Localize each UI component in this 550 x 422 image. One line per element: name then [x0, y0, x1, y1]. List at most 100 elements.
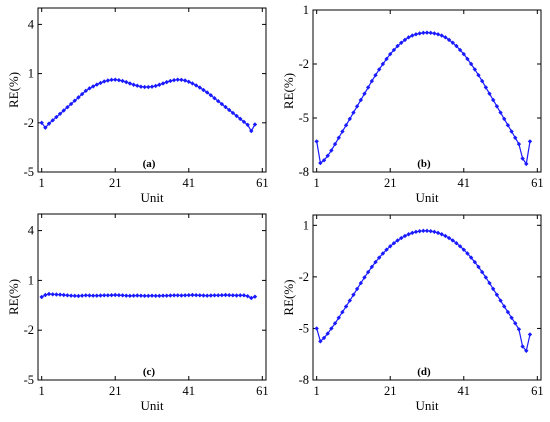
data-point-b-37	[446, 37, 452, 43]
y-axis-title-c: RE(%)	[6, 279, 21, 315]
panel-label-a: (a)	[143, 158, 156, 170]
data-point-d-17	[373, 259, 378, 265]
x-tick-label-b-21: 21	[384, 176, 397, 190]
data-point-c-37	[171, 293, 177, 298]
data-point-c-56	[241, 293, 247, 298]
y-tick-label-d-1: 1	[303, 218, 309, 232]
data-point-a-11	[76, 95, 81, 100]
data-point-d-38	[450, 238, 455, 243]
data-point-d-16	[369, 264, 375, 270]
data-point-a-44	[197, 85, 203, 90]
data-point-d-52	[502, 304, 507, 309]
data-point-d-3	[321, 335, 327, 341]
data-point-d-53	[505, 309, 511, 315]
x-axis-title-c: Unit	[140, 398, 164, 413]
data-point-c-51	[223, 292, 228, 298]
data-point-b-55	[513, 135, 518, 140]
data-point-c-16	[94, 293, 100, 298]
data-point-b-29	[417, 31, 422, 36]
y-tick-label-c-4: 4	[28, 224, 35, 238]
data-point-c-19	[105, 293, 111, 298]
x-axis-title-d: Unit	[415, 398, 439, 413]
data-point-d-31	[424, 228, 430, 234]
data-point-c-25	[127, 293, 133, 299]
data-point-a-57	[245, 122, 250, 127]
data-point-a-52	[227, 107, 232, 113]
data-point-d-59	[527, 332, 533, 337]
data-point-a-15	[90, 84, 96, 89]
data-point-b-34	[435, 32, 441, 37]
data-point-b-30	[421, 30, 426, 36]
data-point-d-23	[395, 238, 400, 243]
data-point-a-21	[113, 77, 118, 82]
data-point-b-24	[399, 40, 404, 45]
data-point-a-34	[160, 81, 166, 86]
data-point-d-9	[343, 304, 349, 309]
y-tick-label-b--5: -5	[299, 111, 309, 125]
data-point-b-10	[347, 116, 352, 122]
data-point-b-56	[516, 141, 522, 147]
data-point-b-14	[362, 91, 367, 96]
data-point-c-57	[245, 293, 250, 299]
data-point-b-58	[524, 161, 529, 167]
data-point-c-52	[227, 292, 232, 298]
data-point-a-36	[168, 78, 173, 84]
data-point-d-30	[421, 228, 426, 234]
x-tick-label-c-21: 21	[109, 384, 122, 398]
data-point-b-35	[439, 33, 444, 38]
data-point-a-54	[234, 113, 239, 119]
data-point-c-24	[124, 293, 129, 298]
data-point-c-8	[65, 293, 70, 298]
data-point-d-49	[490, 286, 496, 292]
data-point-c-15	[90, 293, 96, 298]
data-point-a-29	[142, 84, 147, 90]
y-tick-label-d--8: -8	[299, 373, 309, 387]
y-tick-label-c--2: -2	[24, 323, 34, 337]
data-point-b-53	[505, 123, 511, 128]
data-point-a-56	[241, 119, 247, 125]
data-point-b-38	[450, 40, 455, 45]
data-point-a-23	[120, 78, 125, 84]
data-point-c-40	[182, 293, 188, 298]
y-tick-label-c-1: 1	[28, 273, 34, 287]
data-point-a-16	[94, 82, 100, 87]
plot-frame-d	[312, 214, 542, 381]
data-point-d-48	[487, 280, 492, 286]
data-point-c-33	[157, 293, 162, 299]
plot-frame-a	[37, 7, 267, 173]
data-point-d-21	[388, 244, 393, 249]
data-point-a-14	[87, 86, 92, 91]
data-point-d-10	[347, 298, 352, 303]
data-point-d-29	[417, 228, 422, 234]
data-point-b-31	[424, 30, 430, 35]
data-point-b-40	[457, 47, 463, 53]
data-point-c-10	[72, 293, 77, 299]
data-point-c-30	[146, 293, 151, 299]
data-point-c-44	[197, 293, 203, 298]
data-point-d-57	[520, 344, 525, 349]
data-point-b-3	[321, 158, 327, 163]
data-point-d-18	[376, 255, 382, 260]
data-point-b-54	[509, 129, 514, 134]
data-point-b-18	[376, 67, 382, 72]
data-point-a-41	[186, 79, 191, 84]
data-point-d-4	[325, 331, 330, 336]
x-tick-label-b-41: 41	[458, 176, 471, 190]
data-point-d-34	[435, 230, 441, 236]
data-point-d-1	[314, 326, 319, 331]
data-point-b-12	[354, 104, 360, 109]
x-tick-label-a-1: 1	[39, 176, 45, 190]
data-point-a-12	[79, 91, 85, 97]
data-point-d-22	[391, 240, 397, 246]
data-point-d-42	[465, 251, 470, 256]
data-point-b-22	[391, 47, 397, 53]
data-point-c-47	[208, 293, 214, 298]
x-tick-label-a-61: 61	[256, 176, 269, 190]
data-point-c-12	[79, 293, 85, 298]
data-point-c-36	[168, 293, 173, 298]
data-point-b-5	[329, 148, 334, 153]
data-point-b-57	[520, 156, 525, 161]
data-point-b-45	[476, 72, 481, 78]
x-tick-label-b-61: 61	[531, 176, 544, 190]
